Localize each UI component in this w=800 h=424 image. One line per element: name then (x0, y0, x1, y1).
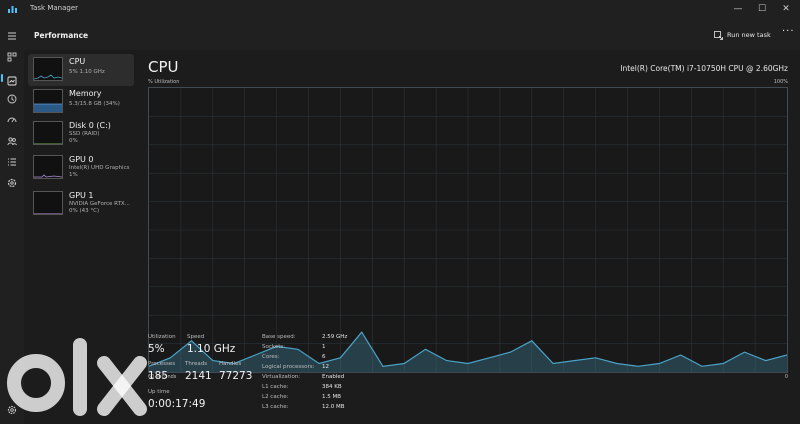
memory-thumbnail (33, 89, 63, 113)
maximize-button[interactable]: ☐ (757, 4, 767, 14)
l2-cache-label: L2 cache: (262, 394, 289, 400)
disk-thumbnail (33, 121, 63, 145)
threads-label: Threads (185, 361, 208, 367)
services-icon[interactable] (6, 177, 18, 189)
cpu-chart-svg (148, 88, 788, 372)
sockets-value: 1 (322, 344, 326, 350)
cpu-panel: CPU Intel(R) Core(TM) i7-10750H CPU @ 2.… (136, 50, 800, 424)
l1-cache-value: 384 KB (322, 384, 342, 390)
minimize-button[interactable]: — (733, 4, 743, 14)
x-axis-left-label: 60 seconds (148, 374, 177, 380)
cpu-utilization-graph (148, 87, 788, 373)
y-axis-label: % Utilization (148, 79, 180, 85)
run-new-task-label: Run new task (727, 31, 771, 39)
page-header: Performance Run new task ··· (24, 18, 800, 50)
virtualization-value: Enabled (322, 374, 345, 380)
l2-cache-value: 1.5 MB (322, 394, 342, 400)
performance-icon[interactable] (1, 72, 18, 86)
page-title: Performance (34, 31, 89, 40)
base-speed-label: Base speed: (262, 334, 296, 340)
l3-cache-label: L3 cache: (262, 404, 289, 410)
users-icon[interactable] (6, 135, 18, 147)
virtualization-label: Virtualization: (262, 374, 301, 380)
utilization-label: Utilization (148, 334, 176, 340)
perf-item-cpu[interactable]: CPU 5% 1.10 GHz (28, 54, 134, 86)
perf-item-gpu-0[interactable]: GPU 0 Intel(R) UHD Graphics 1% (28, 152, 134, 184)
olx-watermark-logo (7, 338, 147, 416)
run-new-task-button[interactable]: Run new task (714, 28, 771, 42)
base-speed-value: 2.59 GHz (322, 334, 348, 340)
perf-item-detail: 5% 1.10 GHz (69, 69, 105, 75)
gpu-0-thumbnail (33, 155, 63, 179)
cores-value: 6 (322, 354, 326, 360)
perf-item-disk[interactable]: Disk 0 (C:) SSD (RAID) 0% (28, 118, 134, 150)
processes-value: 185 (148, 370, 169, 382)
perf-item-name: Disk 0 (C:) (69, 121, 111, 130)
y-axis-max-label: 100% (773, 79, 788, 85)
perf-item-name: GPU 1 (69, 191, 94, 200)
cpu-heading: CPU (148, 58, 179, 76)
navigation-rail (0, 18, 24, 424)
logical-processors-value: 12 (322, 364, 329, 370)
threads-value: 2141 (185, 370, 212, 382)
x-axis-right-label: 0 (784, 374, 788, 380)
cpu-thumbnail (33, 57, 63, 81)
perf-item-detail: NVIDIA GeForce RTX... (69, 201, 130, 207)
perf-item-memory[interactable]: Memory 5.3/15.8 GB (34%) (28, 86, 134, 118)
more-options-button[interactable]: ··· (782, 26, 795, 37)
speed-label: Speed (187, 334, 205, 340)
perf-item-detail: SSD (RAID) (69, 131, 100, 137)
speed-value: 1.10 GHz (187, 343, 236, 355)
gpu-1-thumbnail (33, 191, 63, 215)
settings-icon[interactable] (6, 404, 18, 416)
cpu-utilization-area (149, 332, 787, 372)
startup-apps-icon[interactable] (6, 114, 18, 126)
perf-item-usage: 1% (69, 172, 78, 178)
l3-cache-value: 12.0 MB (322, 404, 345, 410)
handles-label: Handles (219, 361, 242, 367)
sockets-label: Sockets: (262, 344, 286, 350)
task-manager-icon (8, 6, 17, 13)
utilization-value: 5% (148, 343, 165, 355)
cores-label: Cores: (262, 354, 280, 360)
logical-processors-label: Logical processors: (262, 364, 315, 370)
window-title: Task Manager (30, 4, 79, 12)
app-history-icon[interactable] (6, 93, 18, 105)
perf-item-usage: 0% (69, 138, 78, 144)
details-icon[interactable] (6, 156, 18, 168)
close-button[interactable]: ✕ (782, 4, 790, 14)
processes-label: Processes (148, 361, 176, 367)
title-bar: Task Manager — ☐ ✕ (0, 0, 800, 18)
cpu-model: Intel(R) Core(TM) i7-10750H CPU @ 2.60GH… (620, 64, 788, 73)
l1-cache-label: L1 cache: (262, 384, 289, 390)
perf-item-name: Memory (69, 89, 102, 98)
uptime-label: Up time (148, 389, 170, 395)
perf-item-name: CPU (69, 57, 86, 66)
perf-item-gpu-1[interactable]: GPU 1 NVIDIA GeForce RTX... 0% (43 °C) (28, 188, 134, 220)
handles-value: 77273 (219, 370, 253, 382)
perf-item-usage: 0% (43 °C) (69, 208, 100, 214)
perf-item-detail: 5.3/15.8 GB (34%) (69, 101, 120, 107)
perf-item-detail: Intel(R) UHD Graphics (69, 165, 130, 171)
processes-icon[interactable] (6, 51, 18, 63)
perf-item-name: GPU 0 (69, 155, 94, 164)
run-task-icon (714, 30, 723, 40)
menu-icon[interactable] (6, 30, 18, 42)
uptime-value: 0:00:17:49 (148, 398, 206, 410)
